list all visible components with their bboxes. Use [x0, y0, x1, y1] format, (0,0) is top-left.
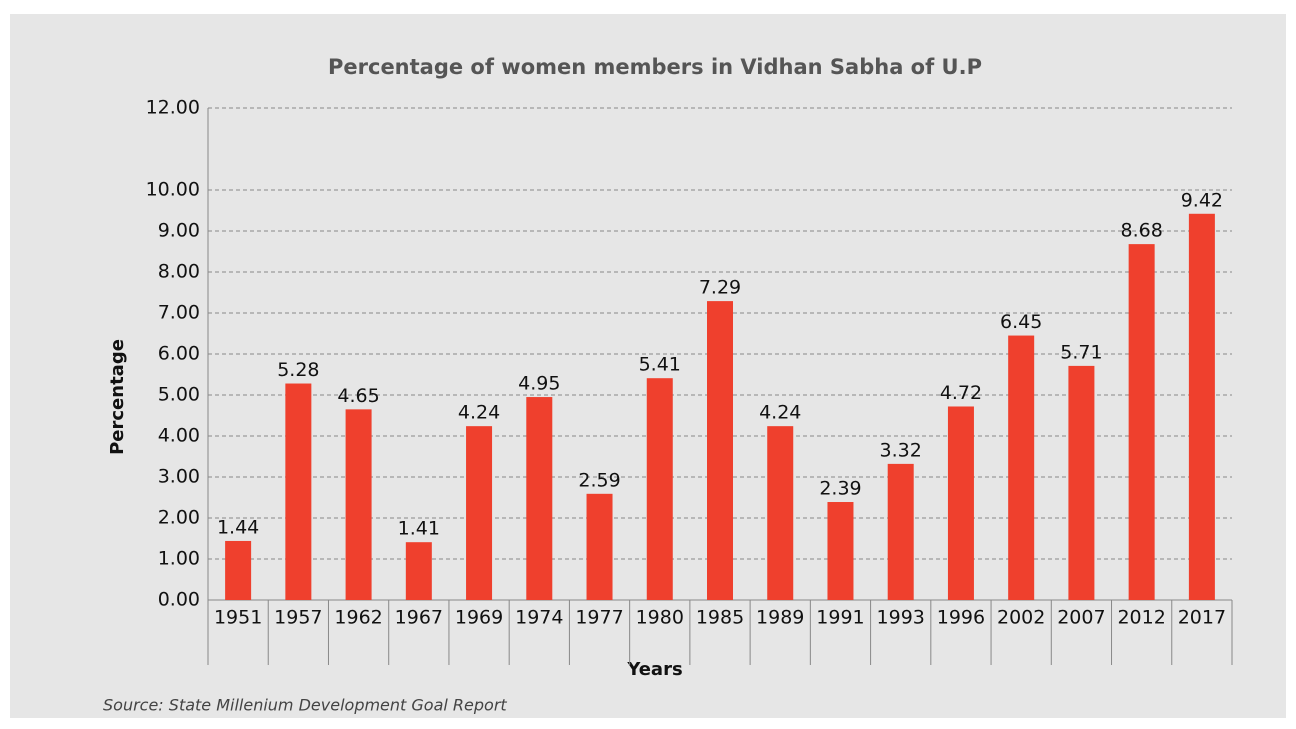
y-tick-label: 1.00 — [158, 548, 200, 570]
x-tick-label: 1951 — [214, 607, 262, 629]
x-tick-label: 1980 — [636, 607, 684, 629]
value-label: 5.71 — [1060, 341, 1102, 363]
y-tick-label: 12.00 — [146, 97, 200, 119]
value-label: 2.59 — [578, 469, 620, 491]
y-tick-label: 6.00 — [158, 343, 200, 365]
y-tick-label: 0.00 — [158, 589, 200, 611]
x-tick-label: 1991 — [816, 607, 864, 629]
bar — [1128, 244, 1155, 600]
bar — [887, 463, 914, 600]
y-tick-label: 7.00 — [158, 302, 200, 324]
value-label: 5.28 — [277, 359, 319, 381]
x-tick-label: 1957 — [274, 607, 322, 629]
bar — [1008, 335, 1035, 600]
y-tick-label: 3.00 — [158, 466, 200, 488]
value-label: 2.39 — [819, 478, 861, 500]
x-tick-label: 1985 — [696, 607, 744, 629]
y-tick-label: 9.00 — [158, 220, 200, 242]
bar — [225, 540, 252, 600]
bar — [586, 493, 613, 600]
value-label: 7.29 — [699, 277, 741, 299]
x-tick-label: 1967 — [395, 607, 443, 629]
source-note: Source: State Millenium Development Goal… — [103, 696, 507, 715]
y-tick-label: 2.00 — [158, 507, 200, 529]
bar — [827, 502, 854, 600]
value-label: 1.44 — [217, 516, 259, 538]
bar — [405, 542, 432, 600]
x-tick-label: 1977 — [575, 607, 623, 629]
y-tick-label: 4.00 — [158, 425, 200, 447]
x-tick-label: 1996 — [937, 607, 985, 629]
x-tick-label: 2012 — [1117, 607, 1165, 629]
bar — [466, 426, 493, 600]
bar — [285, 383, 312, 600]
x-tick-label: 1969 — [455, 607, 503, 629]
x-tick-label: 2007 — [1057, 607, 1105, 629]
y-tick-label: 10.00 — [146, 179, 200, 201]
value-label: 4.24 — [458, 402, 500, 424]
x-tick-label: 1974 — [515, 607, 563, 629]
value-label: 1.41 — [398, 518, 440, 540]
bar — [345, 409, 372, 600]
x-tick-label: 1989 — [756, 607, 804, 629]
bar — [646, 378, 673, 600]
x-tick-label: 2017 — [1178, 607, 1226, 629]
y-tick-label: 5.00 — [158, 384, 200, 406]
bar — [707, 301, 733, 600]
x-axis-label: Years — [626, 659, 682, 680]
y-axis-label: Percentage — [107, 339, 128, 455]
y-tick-label: 8.00 — [158, 261, 200, 283]
value-label: 4.72 — [940, 382, 982, 404]
value-label: 5.41 — [639, 354, 681, 376]
value-label: 8.68 — [1120, 220, 1162, 242]
value-label: 4.95 — [518, 373, 560, 395]
value-label: 4.65 — [337, 385, 379, 407]
x-tick-label: 1962 — [334, 607, 382, 629]
bar — [1188, 213, 1215, 600]
bar — [526, 397, 553, 600]
x-tick-label: 1993 — [877, 607, 925, 629]
value-label: 4.24 — [759, 402, 801, 424]
value-label: 3.32 — [880, 439, 922, 461]
bar — [1068, 365, 1095, 600]
value-label: 6.45 — [1000, 311, 1042, 333]
bar — [947, 406, 974, 600]
chart-title: Percentage of women members in Vidhan Sa… — [328, 55, 982, 79]
bar — [767, 426, 794, 600]
x-tick-label: 2002 — [997, 607, 1045, 629]
value-label: 9.42 — [1181, 189, 1223, 211]
